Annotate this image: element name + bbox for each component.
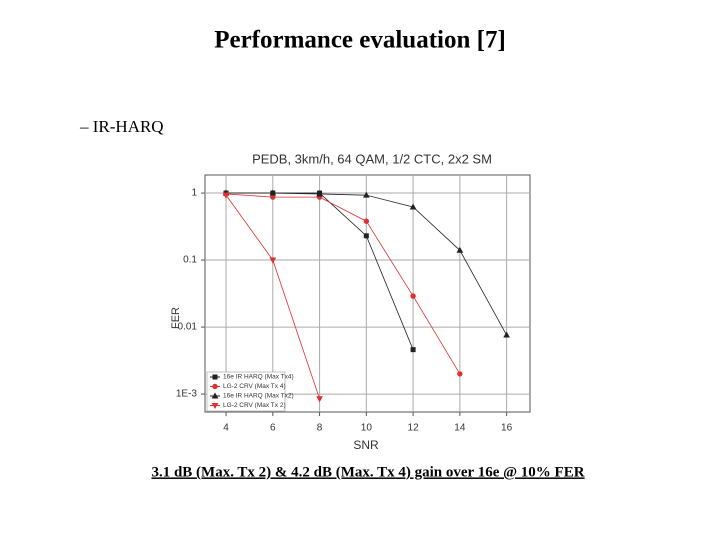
marker	[211, 403, 219, 410]
x-tick-label: 14	[454, 423, 466, 434]
chart-title: PEDB, 3km/h, 64 QAM, 1/2 CTC, 2x2 SM	[252, 151, 492, 166]
bullet: – IR-HARQ	[79, 117, 164, 136]
caption: 3.1 dB (Max. Tx 2) & 4.2 dB (Max. Tx 4) …	[151, 464, 584, 480]
marker	[410, 293, 416, 299]
marker	[212, 383, 218, 390]
marker	[503, 331, 510, 338]
x-tick-label: 16	[501, 423, 513, 434]
y-tick-label: 0.1	[183, 255, 197, 266]
marker	[316, 396, 323, 403]
legend-label: LG-2 CRV (Max Tx 2)	[223, 402, 286, 409]
legend-label: 16e IR HARQ (Max Tx4)	[223, 374, 294, 381]
x-tick-label: 12	[408, 423, 420, 434]
legend-box	[206, 371, 286, 412]
y-tick-label: 1	[191, 188, 197, 199]
x-tick-label: 4	[223, 423, 229, 434]
y-axis-label: FER	[170, 307, 182, 329]
x-tick-label: 6	[270, 423, 276, 434]
marker	[211, 392, 219, 399]
marker	[222, 192, 230, 199]
x-tick-label: 10	[361, 423, 373, 434]
marker	[410, 347, 416, 353]
marker	[457, 371, 463, 377]
marker	[212, 374, 218, 380]
marker	[362, 191, 370, 198]
x-tick-label: 8	[317, 423, 323, 434]
y-tick-label: 1E-3	[176, 389, 198, 400]
marker	[363, 218, 370, 224]
marker	[269, 189, 277, 196]
marker	[270, 194, 276, 200]
marker	[269, 257, 277, 264]
legend-label: 16e IR HARQ (Max Tx2)	[223, 393, 294, 400]
slide-title: Performance evaluation [7]	[214, 27, 506, 54]
marker	[363, 233, 369, 239]
series-line	[226, 193, 461, 375]
marker	[409, 203, 417, 210]
y-tick-label: 0.01	[178, 322, 198, 333]
legend-label: LG-2 CRV (Max Tx 4)	[223, 383, 286, 390]
x-axis-label: SNR	[353, 438, 379, 452]
marker	[456, 246, 464, 253]
marker	[316, 190, 323, 197]
